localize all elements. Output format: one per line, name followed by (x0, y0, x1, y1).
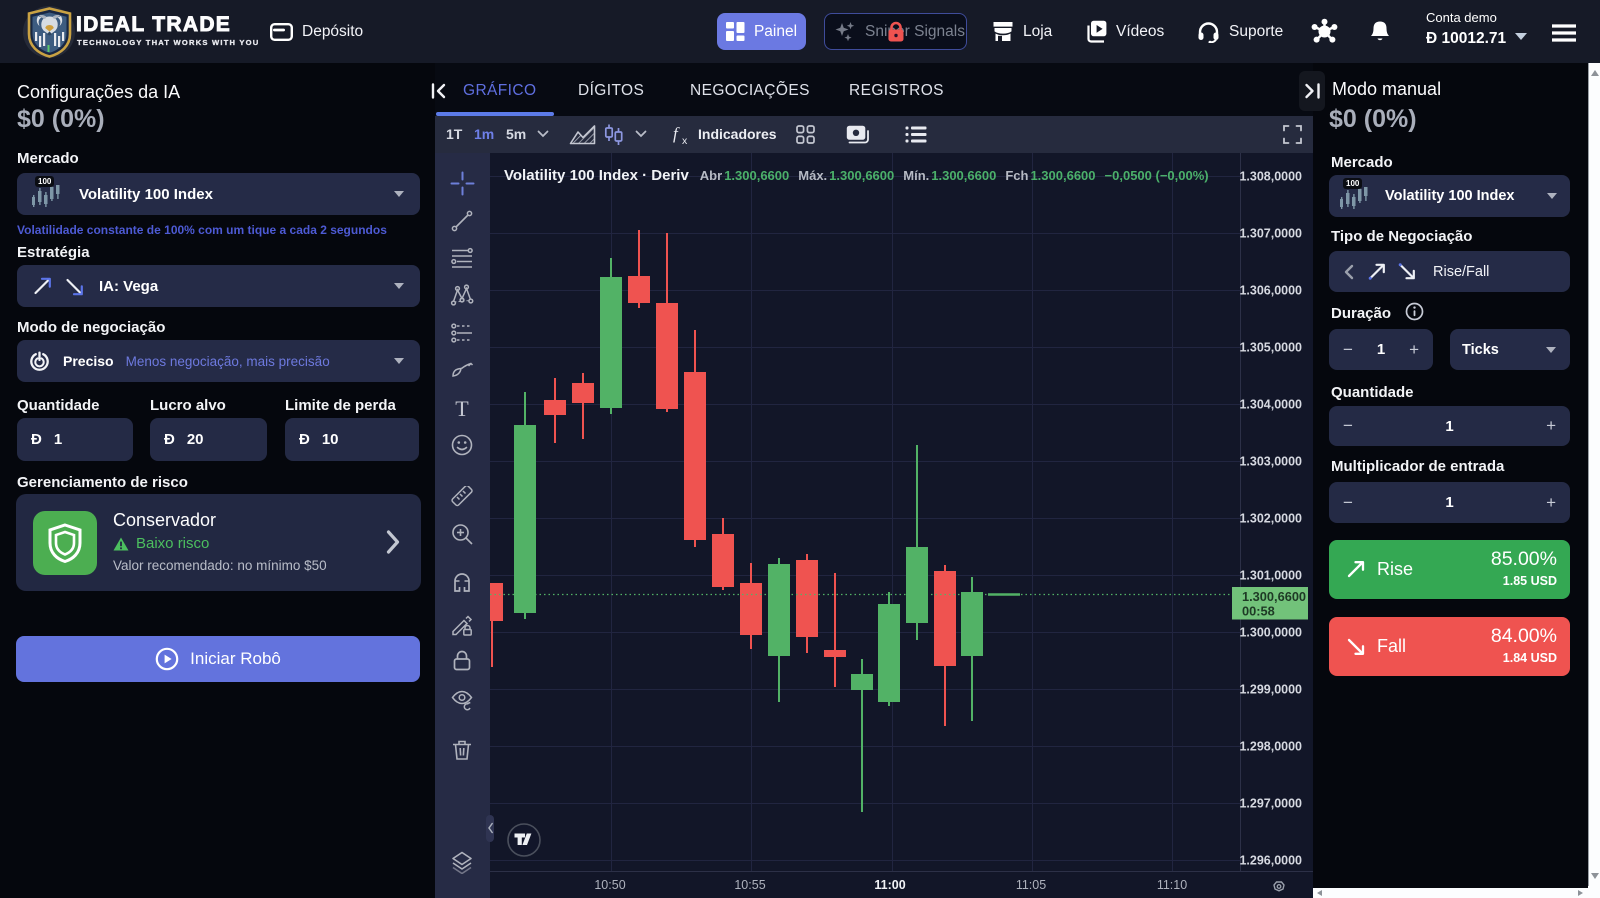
svg-text:1.302,0000: 1.302,0000 (1239, 512, 1302, 526)
svg-text:1.304,0000: 1.304,0000 (1239, 398, 1302, 412)
svg-text:1.300,0000: 1.300,0000 (1239, 626, 1302, 640)
svg-text:10:50: 10:50 (594, 878, 625, 892)
svg-text:11:10: 11:10 (1157, 878, 1187, 892)
svg-text:1.307,0000: 1.307,0000 (1239, 227, 1302, 241)
svg-text:1.305,0000: 1.305,0000 (1239, 341, 1302, 355)
svg-text:1.298,0000: 1.298,0000 (1239, 740, 1302, 754)
svg-text:10:55: 10:55 (734, 878, 765, 892)
svg-text:11:05: 11:05 (1016, 878, 1046, 892)
svg-text:1.299,0000: 1.299,0000 (1239, 683, 1302, 697)
svg-text:f: f (673, 124, 680, 143)
svg-text:1.301,0000: 1.301,0000 (1239, 569, 1302, 583)
svg-text:1.297,0000: 1.297,0000 (1239, 797, 1302, 811)
svg-text:T: T (455, 396, 469, 420)
svg-text:1.300,6600: 1.300,6600 (1242, 589, 1306, 604)
svg-text:00:58: 00:58 (1242, 604, 1275, 619)
svg-text:1.308,0000: 1.308,0000 (1239, 170, 1302, 184)
svg-text:1.303,0000: 1.303,0000 (1239, 455, 1302, 469)
svg-text:x: x (682, 135, 688, 147)
svg-text:1.296,0000: 1.296,0000 (1239, 854, 1302, 868)
svg-text:1.306,0000: 1.306,0000 (1239, 284, 1302, 298)
svg-text:11:00: 11:00 (874, 878, 905, 892)
